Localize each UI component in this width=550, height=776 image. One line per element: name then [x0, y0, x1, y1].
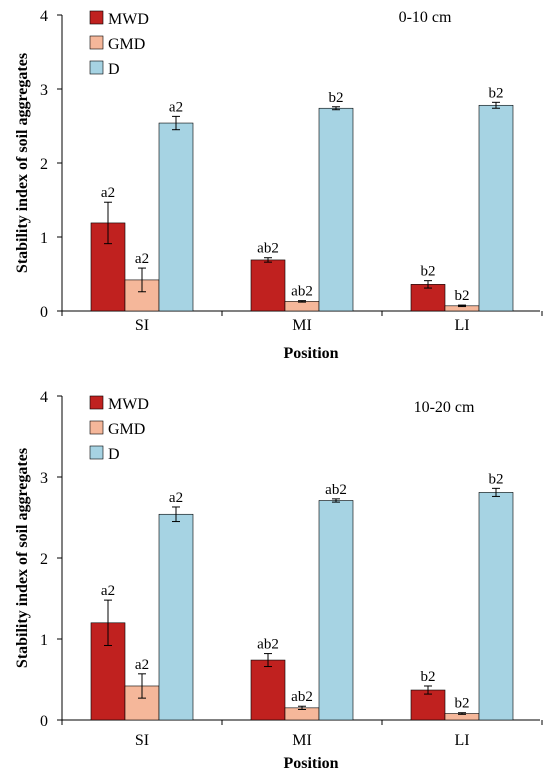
- depth-label: 10-20 cm: [414, 399, 475, 416]
- y-tick-label: 3: [40, 82, 48, 99]
- legend-swatch-d: [89, 445, 104, 460]
- y-axis-title: Stability index of soil aggregates: [14, 53, 31, 273]
- legend-swatch-gmd: [89, 420, 104, 435]
- significance-label: ab2: [257, 241, 279, 257]
- legend-label-gmd: GMD: [108, 36, 145, 53]
- significance-label: a2: [101, 583, 115, 599]
- significance-label: a2: [101, 185, 115, 201]
- significance-label: a2: [135, 657, 149, 673]
- significance-label: ab2: [325, 482, 347, 498]
- legend-label-d: D: [108, 446, 120, 463]
- bar-mwd-mi: [250, 259, 286, 312]
- y-tick-label: 1: [40, 230, 48, 247]
- bar-gmd-mi: [284, 301, 320, 312]
- legend-label-mwd: MWD: [108, 11, 149, 28]
- x-tick-label: LI: [454, 317, 469, 334]
- x-tick-label: SI: [135, 732, 149, 749]
- significance-label: b2: [455, 696, 470, 712]
- bar-d-li: [478, 104, 514, 312]
- y-tick-label: 1: [40, 632, 48, 649]
- significance-label: ab2: [291, 689, 313, 705]
- significance-label: ab2: [291, 284, 313, 300]
- y-axis-title: Stability index of soil aggregates: [14, 448, 31, 668]
- y-tick-label: 4: [40, 8, 48, 25]
- chart-panel-1: 0 1 2 3 4 SI a2 a2 a2 MI ab2 ab2 b2 LI b2 b2 b2 MWD GMD D 0-…: [14, 8, 543, 362]
- chart-panel-2: 0 1 2 3 4 SI a2 a2 a2 MI ab2 ab2 ab2 LI b2 b2 b2 MWD GMD D 1…: [14, 389, 543, 772]
- x-tick-label: MI: [292, 732, 312, 749]
- bar-d-mi: [318, 500, 354, 721]
- bar-d-si: [158, 122, 194, 312]
- y-tick-label: 2: [40, 551, 48, 568]
- y-tick-label: 2: [40, 156, 48, 173]
- x-tick-label: MI: [292, 317, 312, 334]
- legend-swatch-mwd: [89, 395, 104, 410]
- significance-label: ab2: [257, 637, 279, 653]
- significance-label: b2: [489, 85, 504, 101]
- bar-d-mi: [318, 107, 354, 312]
- depth-label: 0-10 cm: [399, 9, 452, 26]
- y-tick-label: 4: [40, 389, 48, 406]
- significance-label: a2: [135, 251, 149, 267]
- legend-label-gmd: GMD: [108, 421, 145, 438]
- significance-label: b2: [489, 471, 504, 487]
- x-tick-label: SI: [135, 317, 149, 334]
- significance-label: b2: [329, 90, 344, 106]
- x-tick-label: LI: [454, 732, 469, 749]
- bar-d-li: [478, 492, 514, 721]
- bar-mwd-li: [410, 284, 446, 312]
- legend-label-d: D: [108, 61, 120, 78]
- x-axis-title: Position: [283, 755, 338, 772]
- y-tick-label: 3: [40, 470, 48, 487]
- legend-swatch-gmd: [89, 35, 104, 50]
- legend-swatch-d: [89, 60, 104, 75]
- bar-mwd-mi: [250, 659, 286, 721]
- significance-label: a2: [169, 99, 183, 115]
- significance-label: b2: [421, 264, 436, 280]
- legend-swatch-mwd: [89, 10, 104, 25]
- bar-mwd-li: [410, 689, 446, 721]
- x-axis-title: Position: [283, 345, 338, 362]
- y-tick-label: 0: [40, 304, 48, 321]
- significance-label: b2: [455, 288, 470, 304]
- significance-label: a2: [169, 490, 183, 506]
- significance-label: b2: [421, 669, 436, 685]
- bar-d-si: [158, 513, 194, 721]
- y-tick-label: 0: [40, 713, 48, 730]
- legend-label-mwd: MWD: [108, 396, 149, 413]
